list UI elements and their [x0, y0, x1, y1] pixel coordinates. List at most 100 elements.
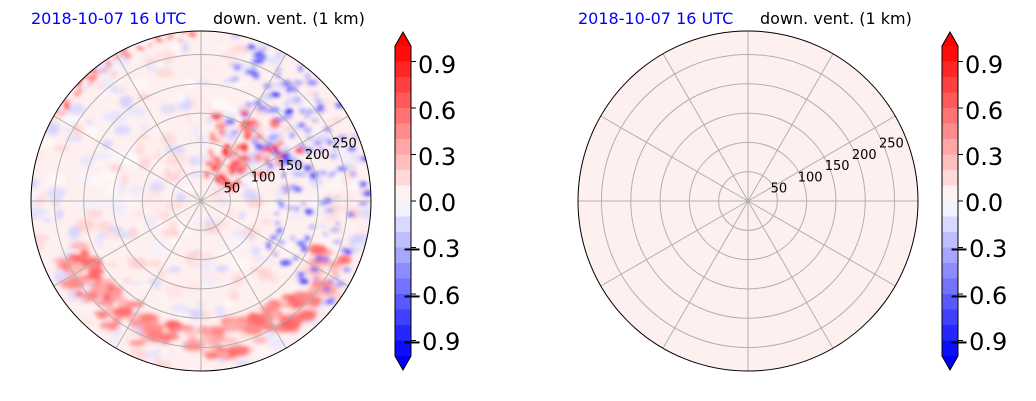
angular-gridline-240: [115, 200, 202, 349]
field-patch: [232, 129, 239, 135]
field-patch: [304, 235, 310, 241]
field-patch: [294, 148, 305, 154]
field-patch: [293, 256, 299, 260]
field-patch: [169, 42, 184, 52]
field-patch: [310, 267, 319, 272]
field-patch: [286, 97, 304, 105]
field-patch: [130, 129, 138, 141]
field-patch: [279, 303, 294, 308]
field-patch: [106, 188, 117, 194]
colorbar-segment: [942, 247, 958, 264]
field-patch: [278, 240, 285, 245]
field-patch: [83, 83, 91, 90]
field-patch: [72, 257, 86, 263]
field-patch: [331, 139, 348, 146]
colorbar-segment: [395, 340, 411, 357]
field-patch: [304, 114, 309, 118]
field-patch: [269, 245, 287, 251]
field-patch: [65, 103, 70, 107]
field-patch: [273, 252, 278, 256]
field-patch: [286, 270, 294, 281]
field-patch: [282, 125, 293, 132]
field-patch: [123, 333, 131, 344]
field-patch: [210, 326, 226, 337]
colorbar-segment: [942, 216, 958, 233]
field-patch: [304, 208, 314, 215]
field-patch: [290, 159, 299, 163]
field-patch: [289, 133, 296, 137]
field-patch: [310, 301, 321, 309]
field-patch: [245, 102, 253, 107]
angular-gridline-30: [747, 115, 896, 202]
colorbar-segment: [942, 232, 958, 249]
colorbar-segment: [942, 340, 958, 357]
field-patch: [186, 251, 202, 260]
left-field-patches: [31, 31, 371, 368]
field-patch: [107, 226, 124, 233]
field-patch: [190, 124, 199, 137]
field-patch: [202, 62, 218, 72]
field-patch: [305, 73, 310, 80]
colorbar-segment: [942, 294, 958, 311]
field-patch: [126, 55, 131, 59]
angular-gridline-120: [115, 53, 202, 202]
field-patch: [240, 182, 249, 188]
field-patch: [160, 332, 172, 345]
field-patch: [199, 333, 213, 345]
angular-gridline-330: [200, 200, 349, 287]
field-patch: [152, 233, 166, 244]
field-patch: [107, 63, 112, 67]
field-patch: [311, 119, 319, 122]
colorbar-extend-top: [395, 32, 411, 46]
field-patch: [316, 104, 325, 110]
field-patch: [137, 313, 156, 322]
field-patch: [314, 277, 318, 281]
field-patch: [267, 102, 278, 107]
field-patch: [260, 147, 266, 153]
field-patch: [268, 163, 274, 170]
colorbar-segment: [395, 170, 411, 187]
field-patch: [296, 271, 307, 276]
field-patch: [204, 161, 213, 166]
radial-tick-label: 250: [332, 137, 357, 152]
field-patch: [191, 33, 196, 37]
field-patch: [303, 128, 313, 132]
field-patch: [60, 112, 65, 116]
field-patch: [155, 50, 166, 60]
left-colorbar: [394, 30, 416, 372]
field-patch: [264, 171, 273, 176]
field-patch: [295, 173, 307, 176]
field-patch: [172, 324, 194, 331]
field-patch: [116, 84, 132, 91]
left-cbar-tick-4: −0.3: [402, 235, 460, 263]
colorbar-segment: [395, 294, 411, 311]
field-patch: [347, 147, 356, 152]
field-patch: [119, 233, 131, 239]
field-patch: [95, 178, 103, 184]
colorbar-segment: [942, 309, 958, 326]
right-colorbar: [941, 30, 963, 372]
field-patch: [322, 301, 334, 304]
field-patch: [105, 263, 118, 268]
field-patch: [92, 76, 97, 80]
angular-gridline-330: [747, 200, 896, 287]
field-patch: [334, 196, 340, 199]
colorbar-segment: [395, 216, 411, 233]
angular-gridline-60: [200, 53, 287, 202]
field-patch: [268, 274, 278, 283]
field-patch: [245, 69, 253, 74]
field-patch: [135, 143, 146, 157]
radial-tick-label: 100: [251, 170, 276, 185]
field-patch: [293, 187, 303, 192]
field-patch: [331, 240, 342, 244]
field-patch: [349, 172, 357, 177]
radial-tick-label: 250: [879, 137, 904, 152]
field-patch: [119, 95, 133, 109]
field-patch: [47, 175, 55, 180]
field-patch: [41, 161, 57, 166]
field-patch: [170, 35, 175, 39]
field-patch: [160, 103, 177, 114]
field-patch: [323, 112, 336, 119]
field-patch: [286, 213, 305, 220]
